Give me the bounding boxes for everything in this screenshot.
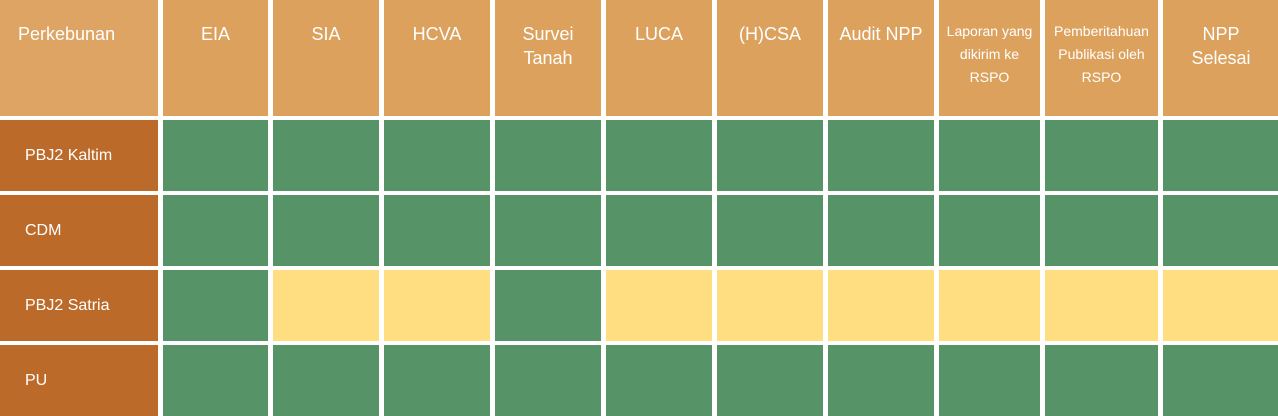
header-sia: SIA	[273, 0, 379, 116]
header-report-sent: Laporan yang dikirim ke RSPO	[939, 0, 1040, 116]
status-cell-done	[384, 120, 490, 191]
status-cell-pending	[939, 270, 1040, 341]
status-cell-done	[1045, 120, 1158, 191]
row-label: PBJ2 Satria	[0, 270, 158, 341]
status-cell-done	[939, 345, 1040, 416]
status-cell-done	[828, 195, 934, 266]
status-cell-done	[939, 195, 1040, 266]
header-label: Perkebunan	[18, 24, 116, 44]
status-cell-done	[163, 345, 268, 416]
row-label: CDM	[0, 195, 158, 266]
header-audit-npp: Audit NPP	[828, 0, 934, 116]
status-cell-done	[163, 195, 268, 266]
header-hcva: HCVA	[384, 0, 490, 116]
status-cell-done	[384, 345, 490, 416]
row-label: PU	[0, 345, 158, 416]
header-label: Laporan yang dikirim ke RSPO	[946, 23, 1033, 85]
status-cell-done	[495, 345, 601, 416]
status-cell-done	[163, 270, 268, 341]
header-publication-notice: Pemberitahuan Publikasi oleh RSPO	[1045, 0, 1158, 116]
status-cell-done	[1045, 195, 1158, 266]
header-soil-survey: Survei Tanah	[495, 0, 601, 116]
row-label: PBJ2 Kaltim	[0, 120, 158, 191]
status-cell-done	[939, 120, 1040, 191]
status-cell-done	[1163, 345, 1278, 416]
status-cell-done	[606, 120, 712, 191]
header-label: NPP Selesai	[1191, 24, 1251, 68]
status-cell-done	[273, 195, 379, 266]
header-eia: EIA	[163, 0, 268, 116]
status-cell-done	[163, 120, 268, 191]
status-cell-pending	[717, 270, 823, 341]
status-cell-pending	[828, 270, 934, 341]
status-cell-pending	[1163, 270, 1278, 341]
status-cell-done	[1045, 345, 1158, 416]
status-cell-done	[717, 120, 823, 191]
header-plantation: Perkebunan	[0, 0, 158, 116]
status-cell-done	[717, 345, 823, 416]
status-cell-done	[717, 195, 823, 266]
status-cell-done	[1163, 195, 1278, 266]
status-cell-done	[606, 195, 712, 266]
header-label: SIA	[311, 24, 341, 44]
status-cell-done	[828, 345, 934, 416]
header-label: Audit NPP	[839, 24, 923, 44]
header-label: Survei Tanah	[522, 24, 574, 68]
status-cell-done	[495, 195, 601, 266]
status-cell-pending	[1045, 270, 1158, 341]
status-cell-done	[1163, 120, 1278, 191]
status-cell-done	[273, 120, 379, 191]
status-cell-pending	[273, 270, 379, 341]
header-label: (H)CSA	[739, 24, 801, 44]
header-label: Pemberitahuan Publikasi oleh RSPO	[1054, 23, 1149, 85]
header-label: HCVA	[412, 24, 462, 44]
status-cell-done	[495, 120, 601, 191]
status-cell-done	[273, 345, 379, 416]
status-cell-done	[384, 195, 490, 266]
header-luca: LUCA	[606, 0, 712, 116]
header-label: LUCA	[634, 24, 683, 44]
header-label: EIA	[200, 24, 230, 44]
header-hcsa: (H)CSA	[717, 0, 823, 116]
status-cell-done	[606, 345, 712, 416]
header-npp-complete: NPP Selesai	[1163, 0, 1278, 116]
status-cell-pending	[606, 270, 712, 341]
status-cell-pending	[384, 270, 490, 341]
status-cell-done	[495, 270, 601, 341]
status-cell-done	[828, 120, 934, 191]
